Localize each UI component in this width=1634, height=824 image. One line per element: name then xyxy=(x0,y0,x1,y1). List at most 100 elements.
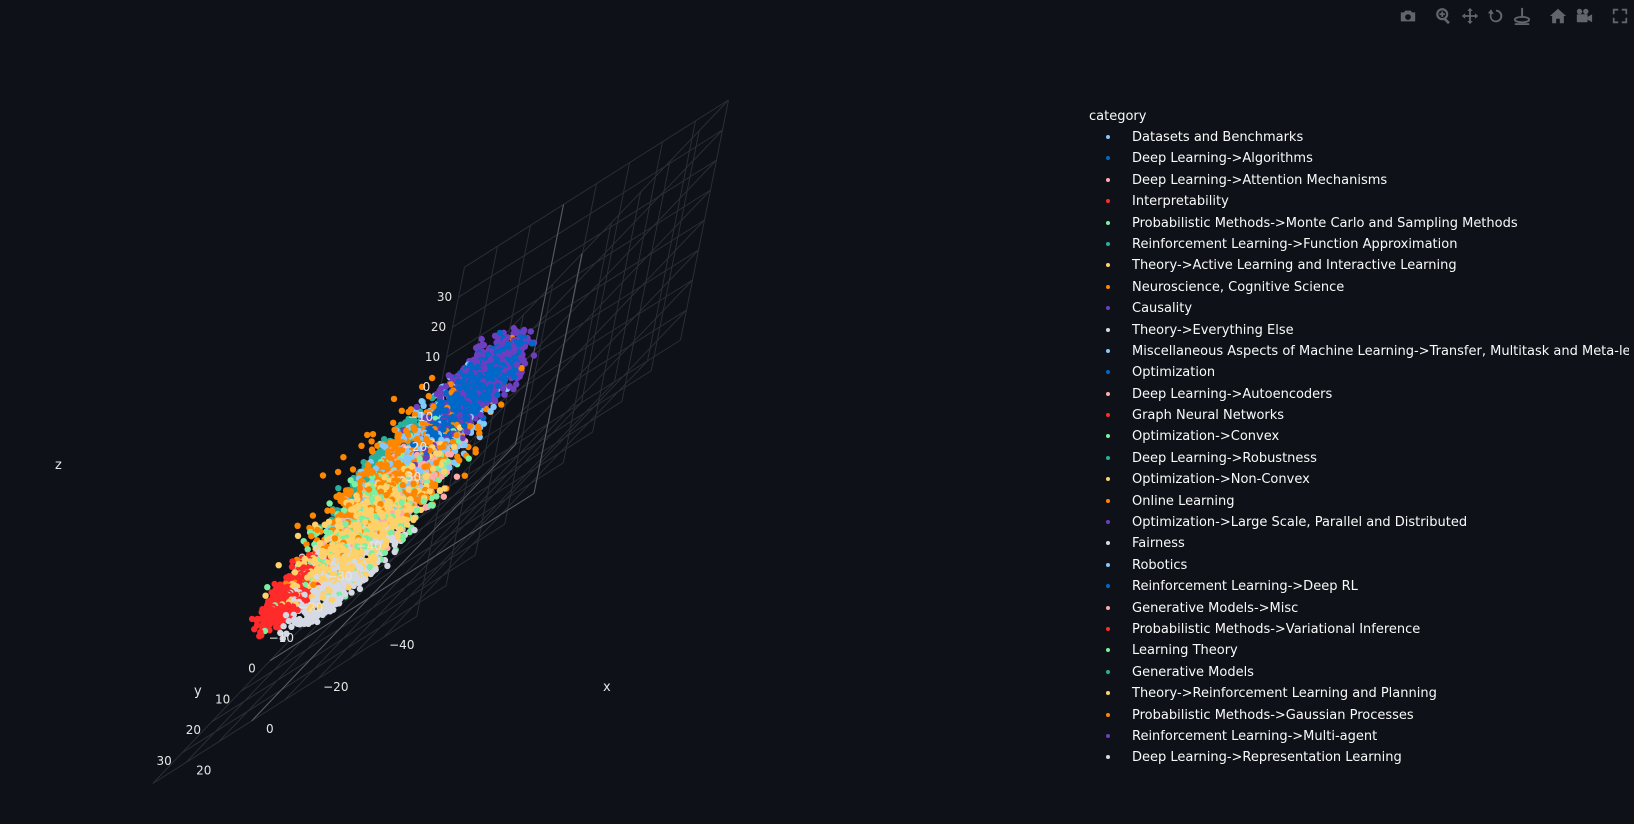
scatter-point xyxy=(371,555,378,562)
scatter-point xyxy=(447,451,454,458)
scatter-point xyxy=(474,404,482,412)
scatter-point xyxy=(328,507,336,514)
grid-line xyxy=(440,219,705,497)
scatter-point xyxy=(335,517,342,524)
scatter-point xyxy=(461,441,468,449)
scatter-point xyxy=(379,512,387,520)
grid-line xyxy=(383,360,648,638)
scatter-point xyxy=(381,549,389,556)
scatter-point xyxy=(404,521,411,528)
scatter-point xyxy=(496,329,504,337)
scatter-point xyxy=(411,426,419,434)
grid-line xyxy=(533,253,583,494)
scatter-point xyxy=(413,507,420,514)
scatter-point xyxy=(501,378,508,385)
scatter-point xyxy=(480,420,487,427)
scatter-point xyxy=(425,392,432,400)
scatter-point xyxy=(334,522,342,530)
scatter-point xyxy=(511,373,518,381)
scatter-point xyxy=(447,397,454,404)
scatter-point xyxy=(478,335,485,343)
scatter-point xyxy=(447,381,455,388)
scatter-point xyxy=(461,422,468,429)
scatter-point xyxy=(470,397,478,405)
scatter-point xyxy=(428,374,436,382)
scatter-point xyxy=(304,546,311,553)
scatter-point xyxy=(443,389,450,396)
scatter-3d-plot[interactable]: −40−20020−40−30−20−100102030−30−20−10010… xyxy=(0,0,1090,824)
scatter-point xyxy=(433,493,440,500)
scatter-point xyxy=(324,536,331,543)
scatter-point xyxy=(391,426,398,433)
scatter-point xyxy=(294,522,301,529)
grid-line xyxy=(446,189,711,467)
scatter-point xyxy=(472,415,479,422)
scatter-point xyxy=(381,474,388,481)
scatter-point xyxy=(349,466,357,473)
scatter-point xyxy=(513,381,520,388)
scatter-point xyxy=(441,485,448,492)
scatter-point xyxy=(472,449,479,456)
scatter-point xyxy=(389,534,396,542)
scatter-point xyxy=(354,502,362,510)
scatter-point xyxy=(367,522,374,529)
scatter-point xyxy=(418,383,426,390)
scatter-point xyxy=(418,398,425,405)
scatter-point xyxy=(510,347,518,354)
scatter-point xyxy=(410,516,417,523)
grid-line xyxy=(181,585,447,754)
scatter-point xyxy=(441,468,448,475)
scatter-point xyxy=(346,537,354,544)
scatter-point xyxy=(388,522,395,529)
grid-line xyxy=(269,493,535,662)
scatter-point xyxy=(368,469,375,477)
scatter-point xyxy=(382,462,389,470)
scatter-point xyxy=(460,391,467,398)
scatter-point xyxy=(365,557,372,564)
scatter-point xyxy=(391,541,398,548)
grid-line xyxy=(211,554,476,723)
scatter-point xyxy=(353,512,360,520)
scatter-point xyxy=(445,372,452,379)
scatter-point xyxy=(352,524,359,532)
scatter-point xyxy=(323,528,330,535)
scatter-point xyxy=(379,442,386,449)
scatter-point xyxy=(364,431,371,439)
scatter-point xyxy=(335,485,342,492)
scatter-point xyxy=(314,526,321,534)
grid-line xyxy=(452,159,717,328)
scatter-point xyxy=(326,500,333,507)
scatter-point xyxy=(405,486,412,493)
scatter-point xyxy=(340,454,347,461)
grid-line xyxy=(299,462,564,631)
scatter-point xyxy=(377,488,385,495)
grid-line xyxy=(251,444,516,722)
scatter-point xyxy=(394,508,402,515)
scatter-point xyxy=(481,365,488,373)
scatter-point xyxy=(372,566,379,573)
scatter-point xyxy=(501,391,508,398)
grid-line xyxy=(218,465,483,743)
scatter-point xyxy=(517,340,524,347)
scatter-point xyxy=(478,341,486,349)
scatter-point xyxy=(453,473,461,480)
scatter-point xyxy=(476,429,483,437)
scatter-point xyxy=(430,403,437,410)
scatter-point xyxy=(453,432,460,439)
scatter-point xyxy=(477,411,484,419)
scatter-point xyxy=(426,488,433,495)
scatter-point xyxy=(348,506,355,513)
scatter-point xyxy=(464,428,471,436)
scatter-point xyxy=(398,499,405,506)
scatter-point xyxy=(462,416,469,423)
scatter-point xyxy=(442,407,449,414)
grid-line xyxy=(458,129,723,298)
scatter-point xyxy=(494,382,502,390)
scatter-point xyxy=(337,497,344,505)
scatter-point xyxy=(369,431,377,438)
scatter-point xyxy=(510,385,517,393)
scatter-point xyxy=(398,407,405,414)
scatter-point xyxy=(485,395,493,402)
scatter-point xyxy=(365,486,373,493)
scatter-point xyxy=(473,358,481,365)
